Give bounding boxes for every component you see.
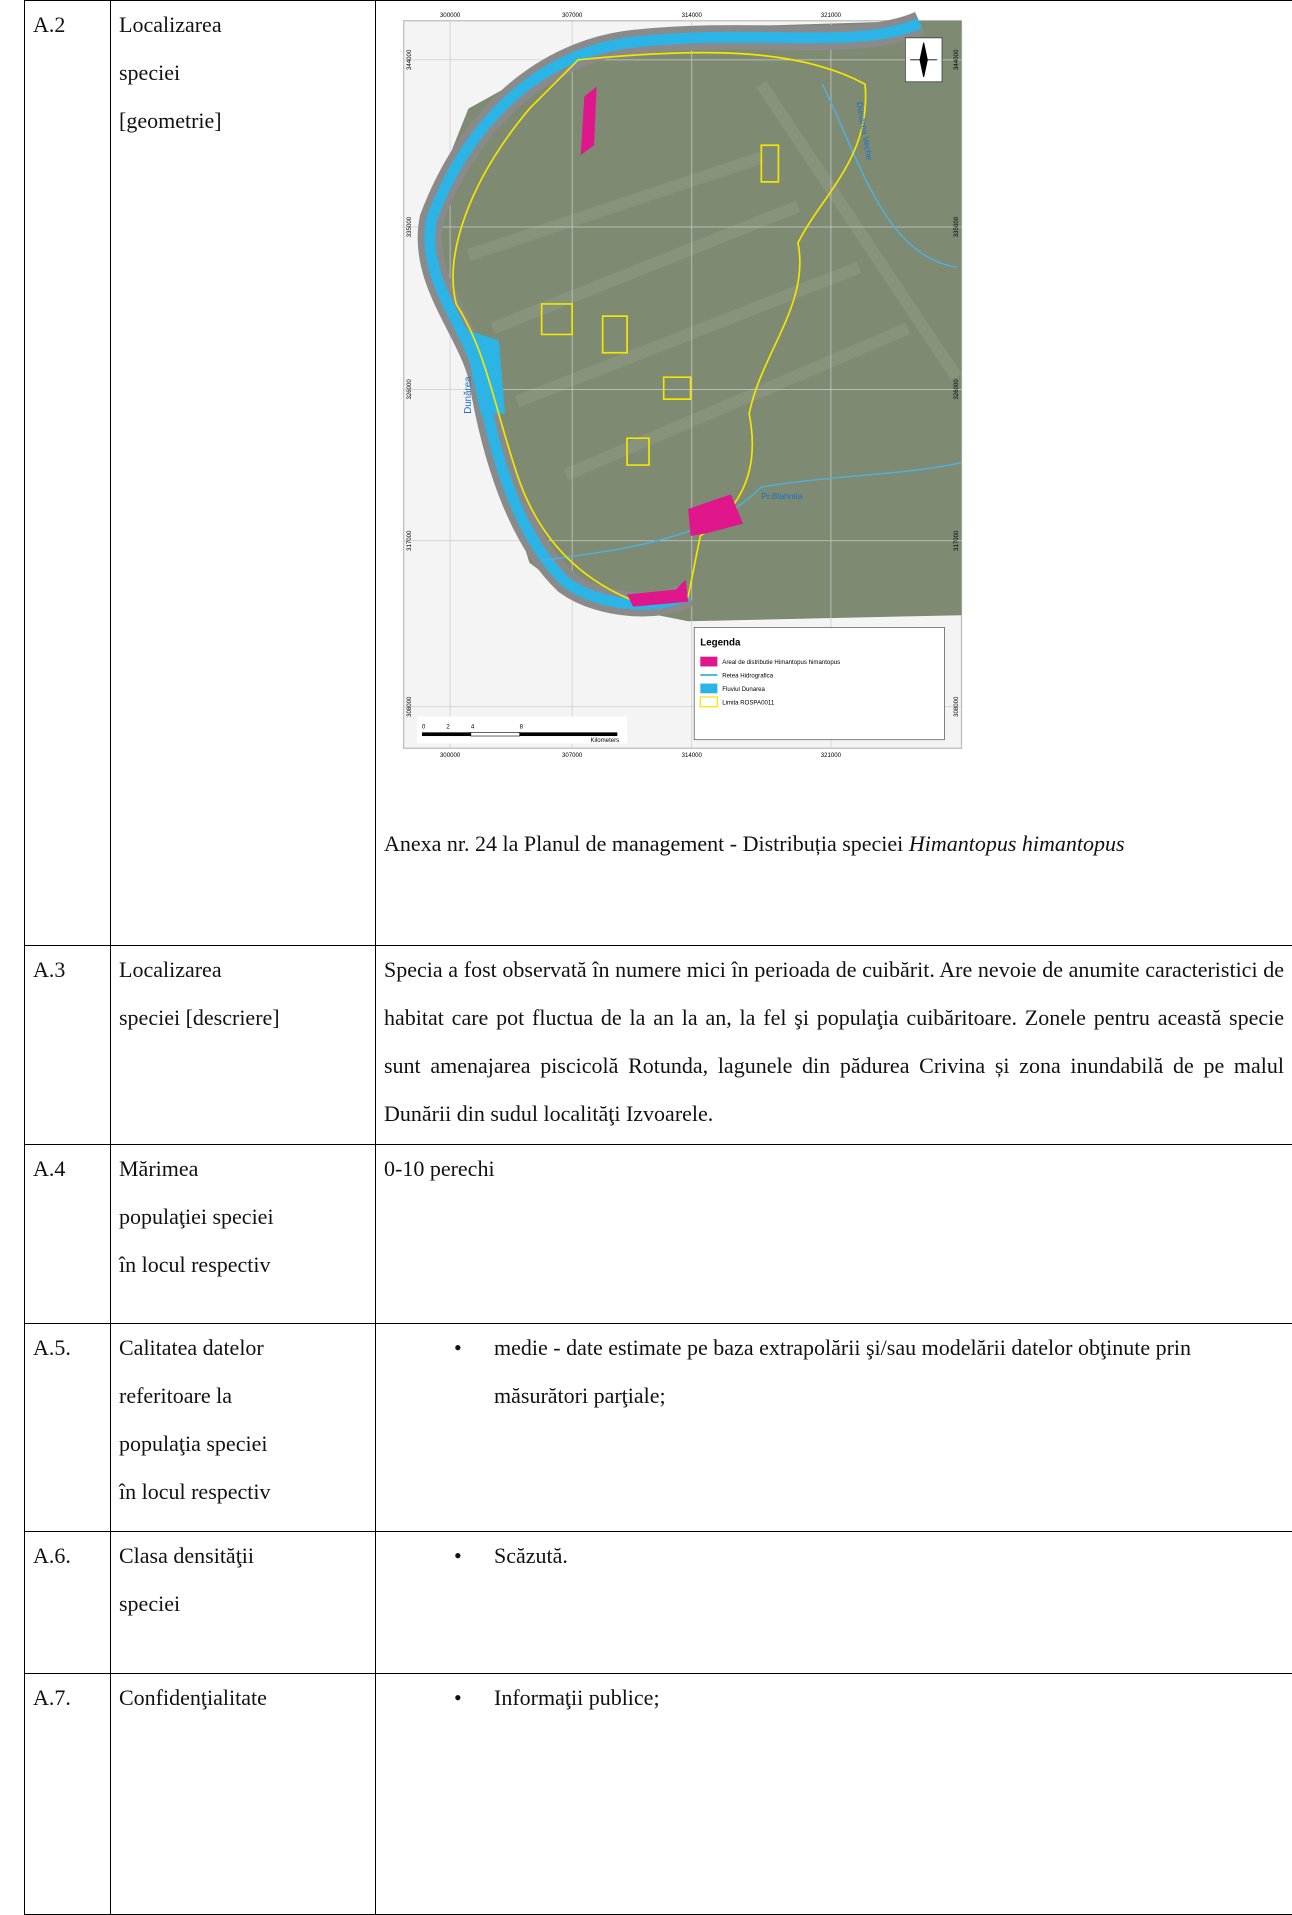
bullet-item: •Scăzută. [384, 1532, 1284, 1580]
map-y-label: 335000 [953, 216, 960, 237]
map-x-label: 307000 [562, 752, 583, 758]
row-id-text: A.6. [33, 1543, 71, 1568]
scale-label: 2 [446, 724, 450, 731]
map-y-label: 344000 [406, 49, 413, 70]
label-line: populaţiei speciei [119, 1193, 367, 1241]
row-id: A.6. [25, 1532, 111, 1674]
label-line: Clasa densităţii [119, 1532, 367, 1580]
row-content: •Scăzută. [376, 1532, 1292, 1674]
caption-text: Anexa nr. 24 la Planul de management - D… [384, 831, 903, 856]
map-x-label: 300000 [440, 752, 461, 758]
map-x-label: 321000 [821, 752, 842, 758]
row-id: A.4 [25, 1145, 111, 1324]
label-line: speciei [119, 49, 367, 97]
label-line: în locul respectiv [119, 1241, 367, 1289]
label-line: Confidenţialitate [119, 1674, 367, 1722]
legend-label: Fluviul Dunarea [722, 686, 765, 693]
scale-label: 8 [520, 724, 524, 731]
map-x-label: 300000 [440, 12, 461, 19]
label-line: speciei [descriere] [119, 994, 367, 1042]
label-line: Mărimea [119, 1145, 367, 1193]
legend-label: Limita ROSPA0011 [722, 699, 775, 706]
content-text: Specia a fost observată în numere mici î… [384, 946, 1284, 1138]
row-content: •Informaţii publice; [376, 1674, 1292, 1915]
map-x-label: 314000 [682, 752, 703, 758]
legend-title: Legenda [700, 638, 741, 649]
bullet-text: Informaţii publice; [494, 1674, 660, 1722]
table-row: A.7. Confidenţialitate •Informaţii publice… [25, 1674, 1292, 1915]
label-line: Calitatea datelor [119, 1324, 367, 1372]
label-line: Localizarea [119, 1, 367, 49]
map-y-label: 326000 [406, 379, 413, 400]
bullet-item: •Informaţii publice; [384, 1674, 1284, 1722]
content-text: 0-10 perechi [384, 1145, 1284, 1193]
scale-bar [422, 732, 471, 736]
label-line: [geometrie] [119, 97, 367, 145]
row-id-text: A.4 [33, 1156, 65, 1181]
map-y-label: 317000 [953, 530, 960, 551]
label-line: în locul respectiv [119, 1468, 367, 1516]
row-content: 0-10 perechi [376, 1145, 1292, 1324]
bullet-text: Scăzută. [494, 1532, 568, 1580]
row-id: A.3 [25, 946, 111, 1145]
row-id-text: A.2 [33, 12, 65, 37]
map-x-label: 307000 [562, 12, 583, 19]
row-id-text: A.7. [33, 1685, 71, 1710]
scale-bar-hollow [471, 732, 520, 736]
row-id: A.2 [25, 1, 111, 946]
row-label: Confidenţialitate [111, 1674, 376, 1915]
map-y-label: 326000 [953, 379, 960, 400]
legend-label: Areal de distributie Himantopus himantop… [722, 659, 840, 666]
label-line: populaţia speciei [119, 1420, 367, 1468]
row-id: A.7. [25, 1674, 111, 1915]
map-x-label: 314000 [682, 12, 703, 19]
legend-label: Retea Hidrografica [722, 672, 773, 679]
legend-swatch [700, 657, 717, 667]
map-caption: Anexa nr. 24 la Planul de management - D… [384, 820, 1284, 868]
river-label: Dunărea [463, 376, 474, 414]
river-label: Pr.Blahnita [761, 491, 803, 501]
caption-species: Himantopus himantopus [909, 831, 1125, 856]
map-y-label: 335000 [406, 216, 413, 237]
map-y-label: 344000 [953, 49, 960, 70]
row-content: 300000 300000 307000 307000 314000 314000 3210… [376, 1, 1292, 946]
bullet-item: •medie - date estimate pe baza extrapolă… [384, 1324, 1284, 1420]
label-line: speciei [119, 1580, 367, 1628]
bullet: • [454, 1674, 494, 1722]
scale-bar [520, 732, 618, 736]
row-id-text: A.3 [33, 957, 65, 982]
row-content: Specia a fost observată în numere mici î… [376, 946, 1292, 1145]
row-content: •medie - date estimate pe baza extrapolă… [376, 1324, 1292, 1532]
row-id: A.5. [25, 1324, 111, 1532]
map-y-label: 308000 [953, 696, 960, 717]
label-line: referitoare la [119, 1372, 367, 1420]
bullet: • [454, 1324, 494, 1420]
scale-unit: Kilometers [590, 737, 619, 744]
map: 300000 300000 307000 307000 314000 314000 3210… [395, 11, 969, 758]
map-y-label: 308000 [406, 696, 413, 717]
label-line: Localizarea [119, 946, 367, 994]
legend-swatch [700, 684, 717, 694]
row-id-text: A.5. [33, 1335, 71, 1360]
bullet: • [454, 1532, 494, 1580]
map-x-label: 321000 [821, 12, 842, 19]
bullet-text: medie - date estimate pe baza extrapolăr… [494, 1324, 1284, 1420]
map-y-label: 317000 [406, 530, 413, 551]
scale-label: 0 [422, 724, 426, 731]
